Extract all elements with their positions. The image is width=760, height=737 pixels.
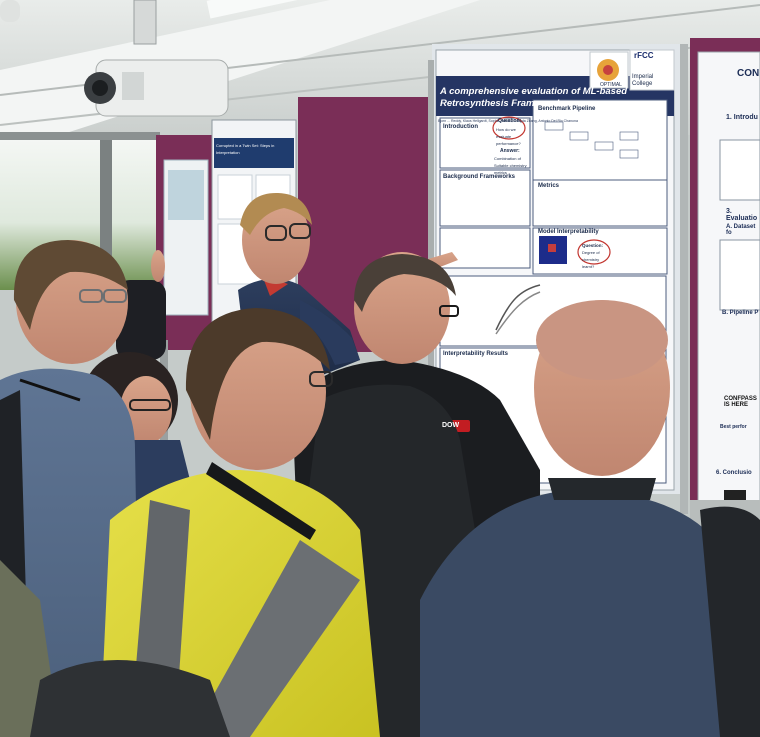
- yellow-man-hair: [185, 308, 330, 440]
- projector-mount: [133, 0, 157, 45]
- interp-heatmap-hot: [548, 244, 556, 252]
- rfcc-logo-label: rFCC: [634, 51, 654, 60]
- poster-sec-background: Background Frameworks: [443, 174, 516, 180]
- left-man-lanyard: [19, 378, 81, 402]
- poster-question-label: Question:: [498, 118, 522, 124]
- poster-right-secA: A. Dataset fo: [726, 224, 756, 236]
- presenter-arm: [300, 300, 360, 365]
- results-curve-1: [495, 284, 541, 331]
- poster-right-here: CONFPASS IS HERE: [724, 396, 757, 408]
- poster-answer-label: Answer:: [500, 148, 520, 154]
- panel-introduction: [439, 117, 531, 169]
- poster-right-sec3: 3. Evaluatio: [726, 208, 758, 222]
- yellow-man-backpack-bottom: [30, 660, 230, 737]
- left-man-glasses-right: [103, 289, 127, 303]
- poster-question2-body: Degree of chemistry learnt?: [582, 250, 600, 269]
- person-background-hand: [151, 250, 165, 282]
- poster-right-best: Best perfor: [720, 424, 747, 430]
- center-man-glasses: [439, 305, 459, 317]
- left-man-glasses-left: [79, 289, 103, 303]
- poster-right-title: CON: [737, 68, 760, 79]
- projector-lens-inner: [92, 80, 108, 96]
- panel-frameworks: [439, 227, 531, 269]
- bald-man-scalp: [536, 300, 668, 380]
- results-curve-2: [495, 291, 541, 335]
- presenter-glasses-left: [265, 225, 287, 241]
- projector-vent: [122, 72, 144, 100]
- poster-main-title: A comprehensive evaluation of ML-based R…: [440, 86, 628, 109]
- flow-box-2: [569, 131, 589, 141]
- right-edge-person: [700, 506, 760, 737]
- flow-box-3: [594, 141, 614, 151]
- poster-sec-interp-results: Interpretability Results: [443, 351, 509, 357]
- center-man-hair: [354, 254, 456, 312]
- yellow-man-lanyard: [206, 462, 316, 540]
- shirt-logo-text: DOW: [442, 422, 460, 429]
- college-logo-label: Imperial College: [632, 74, 654, 87]
- poster-left-title: Corrupted in a Twin Set: Steps in Interp…: [216, 143, 275, 155]
- question-ellipse: [492, 116, 526, 140]
- woman-glasses: [129, 399, 171, 411]
- bald-man-collar: [548, 478, 656, 500]
- optimal-logo-label: OPTIMAL: [600, 82, 622, 88]
- poster-right-secB: B. Pipeline P: [722, 310, 759, 316]
- poster-authors: Bjorn ... Reddy, Klaus Hellgardt, Sophia…: [438, 119, 578, 123]
- poster-sec-benchmark: Benchmark Pipeline: [538, 106, 596, 112]
- person-background-black: [116, 280, 166, 360]
- poster-right-panel-2: [719, 239, 760, 311]
- optimal-logo-core: [603, 65, 613, 75]
- flow-box-4: [619, 131, 639, 141]
- ceiling-sensor: [0, 0, 20, 22]
- stand-pole-2: [680, 44, 688, 514]
- window-mid: [112, 140, 158, 290]
- bald-man-shirt: [420, 490, 760, 737]
- poster-sec-introduction: Introduction: [443, 124, 478, 130]
- left-man-hair: [13, 240, 129, 330]
- poster-sec-metrics: Metrics: [538, 183, 560, 189]
- poster-right-sec1: 1. Introdu: [726, 114, 758, 121]
- poster-left-header: [214, 138, 294, 168]
- poster-question-body: How do we evaluate performance?: [496, 127, 521, 146]
- yellow-man-glasses: [309, 371, 333, 387]
- poster-sec-model-interp: Model Interpretability: [538, 229, 599, 235]
- panel-benchmark: [532, 99, 668, 181]
- panel-metrics: [532, 179, 668, 227]
- college-logo-box: [629, 49, 675, 91]
- window-header: [0, 132, 160, 140]
- poster-question2-label: Question:: [582, 243, 603, 248]
- presenter-glasses-right: [289, 223, 311, 239]
- poster-small-left-figure: [168, 170, 204, 220]
- poster-answer-body: Combination of Suitable chemistry metric…: [494, 156, 527, 175]
- poster-right-panel-1: [719, 139, 760, 201]
- poster-right-sec6: 6. Conclusio: [716, 470, 752, 476]
- flow-box-1: [544, 121, 564, 131]
- yellow-man-strap-right: [190, 540, 360, 737]
- presenter-hair: [240, 192, 312, 235]
- panel-background: [439, 169, 531, 227]
- ceiling-lamp: [206, 0, 465, 19]
- flow-box-5: [619, 149, 639, 159]
- question2-ellipse: [577, 239, 611, 265]
